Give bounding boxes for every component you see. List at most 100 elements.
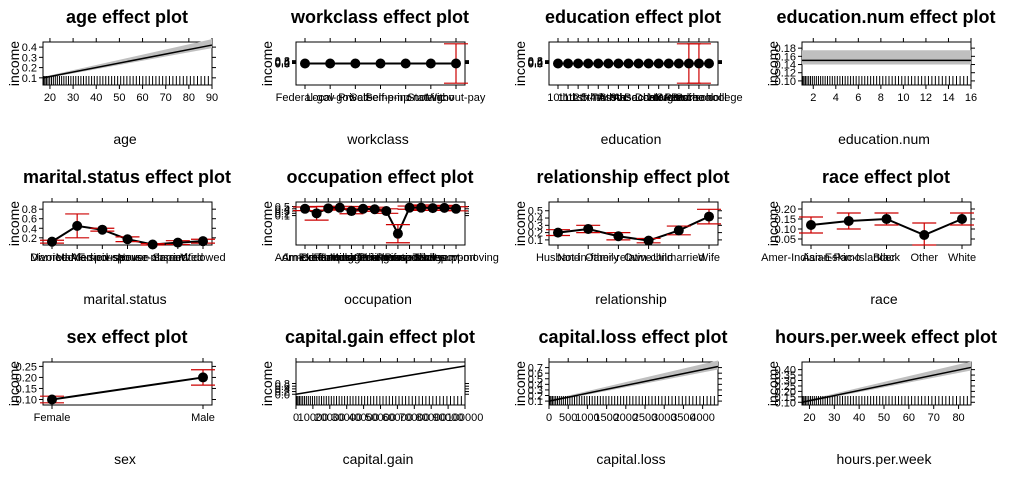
effect-plot-panel: capital.loss effect plot capital.loss inco… (506, 320, 759, 480)
effect-plot-panel: marital.status effect plot marital.status… (0, 160, 253, 320)
effect-point (381, 206, 392, 217)
x-tick-label: 60000 (382, 412, 413, 424)
x-tick-label: Sales (419, 252, 447, 264)
x-tick-label: Federal-gov (276, 92, 335, 104)
y-tick-label: 0.2 (275, 387, 290, 399)
x-axis-label: sex (114, 451, 136, 467)
y-tick-label: 0.6 (22, 214, 37, 226)
x-tick-label: Male (191, 412, 215, 424)
effect-plot-svg: occupation effect plot occupation income 0.… (259, 167, 499, 307)
x-tick-label: Adm-clerical (275, 252, 336, 264)
x-tick-label: 5th-6th (581, 92, 615, 104)
x-axis-label: education (601, 131, 662, 147)
plot-title: hours.per.week effect plot (775, 327, 997, 347)
effect-point (147, 239, 158, 250)
y-tick-label: 0.15 (16, 383, 37, 395)
x-tick-label: HS-grad (648, 92, 689, 104)
effect-line (42, 44, 213, 79)
x-tick-label: 10th (547, 92, 568, 104)
effect-point (300, 203, 310, 214)
y-tick-label: 0.35 (775, 370, 796, 382)
x-tick-label: Other (910, 252, 938, 264)
effect-point (300, 58, 310, 69)
effect-point (325, 58, 336, 69)
effect-line (51, 376, 204, 401)
effect-point (643, 235, 654, 246)
x-tick-label: Amer-Indian-Eskimo (761, 252, 861, 264)
effect-point (603, 58, 614, 69)
effect-point (613, 231, 624, 242)
x-tick-label: 0 (546, 412, 552, 424)
x-tick-label: Married-spouse-absent (71, 252, 184, 264)
y-tick-label: 0.8 (275, 379, 290, 391)
effect-point (439, 202, 450, 213)
x-tick-label: 80 (952, 412, 964, 424)
x-tick-label: Priv-house-serv (359, 252, 437, 264)
y-axis-label: income (6, 41, 22, 86)
y-tick-label: 0.8 (528, 56, 543, 68)
x-tick-label: 14 (942, 92, 954, 104)
x-tick-label: 80000 (416, 412, 447, 424)
effect-point (583, 58, 594, 69)
effect-point (198, 372, 208, 383)
x-tick-label: Married-AF-spouse (30, 252, 124, 264)
y-tick-label: 0.10 (16, 394, 37, 406)
effect-point (400, 58, 411, 69)
x-tick-label: Own-child (624, 252, 673, 264)
effect-point (122, 234, 133, 245)
x-tick-label: Unmarried (653, 252, 704, 264)
effect-point (553, 58, 563, 69)
x-axis-label: marital.status (83, 291, 166, 307)
y-tick-label: 0.18 (775, 43, 796, 55)
effect-point (843, 216, 854, 226)
effect-point (172, 237, 183, 248)
effect-plot-panel: relationship effect plot relationship inco… (506, 160, 759, 320)
x-tick-label: Some-college (675, 92, 742, 104)
effect-plot-svg: workclass effect plot workclass income 0.00… (259, 7, 486, 147)
y-tick-label: 0.2 (275, 208, 290, 220)
y-tick-label: 0.4 (275, 204, 290, 216)
effect-point (198, 236, 208, 247)
x-axis-label: race (870, 291, 897, 307)
x-tick-label: Married-civ-spouse (56, 252, 150, 264)
plot-title: marital.status effect plot (23, 167, 231, 187)
effect-point (47, 394, 57, 405)
x-tick-label: 50 (113, 92, 125, 104)
x-tick-label: 40 (90, 92, 102, 104)
y-tick-label: 0.0 (528, 59, 543, 71)
effect-line (557, 215, 710, 242)
effect-point (704, 58, 714, 69)
effect-point (323, 203, 334, 214)
x-tick-label: 0 (293, 412, 299, 424)
y-axis-label: income (259, 41, 275, 86)
x-tick-label: Never-married (118, 252, 188, 264)
effect-plot-panel: workclass effect plot workclass income 0.0 0… (253, 0, 506, 160)
effect-plot-svg: marital.status effect plot marital.status… (6, 167, 231, 307)
effect-point (404, 202, 415, 213)
y-tick-label: 0.1 (275, 211, 290, 223)
effect-plot-svg: education.num effect plot education.num in… (765, 7, 996, 147)
effect-point (881, 214, 892, 224)
y-tick-label: 0.3 (22, 52, 37, 64)
x-tick-label: Farming-fishing (314, 252, 390, 264)
x-tick-label: 8 (878, 92, 884, 104)
x-tick-label: 30000 (331, 412, 362, 424)
y-tick-label: 0.10 (775, 76, 796, 88)
x-tick-label: Handlers-cleaners (318, 252, 408, 264)
x-tick-label: Armed-Forces (282, 252, 352, 264)
y-tick-label: 0.1 (528, 396, 543, 408)
y-tick-label: 0.15 (775, 392, 796, 404)
x-tick-label: 60 (903, 412, 915, 424)
effect-point (673, 225, 684, 236)
y-tick-label: 0.30 (775, 376, 796, 388)
x-axis-label: education.num (838, 131, 930, 147)
y-tick-label: 0.1 (528, 235, 543, 247)
x-tick-label: Bachelors (624, 92, 673, 104)
y-axis-label: income (6, 201, 22, 246)
y-tick-label: 0.3 (528, 220, 543, 232)
y-tick-label: 0.4 (275, 57, 290, 69)
effect-point (563, 58, 574, 69)
effect-point (350, 58, 361, 69)
y-tick-label: 0.2 (22, 233, 37, 245)
effect-point (704, 211, 714, 222)
